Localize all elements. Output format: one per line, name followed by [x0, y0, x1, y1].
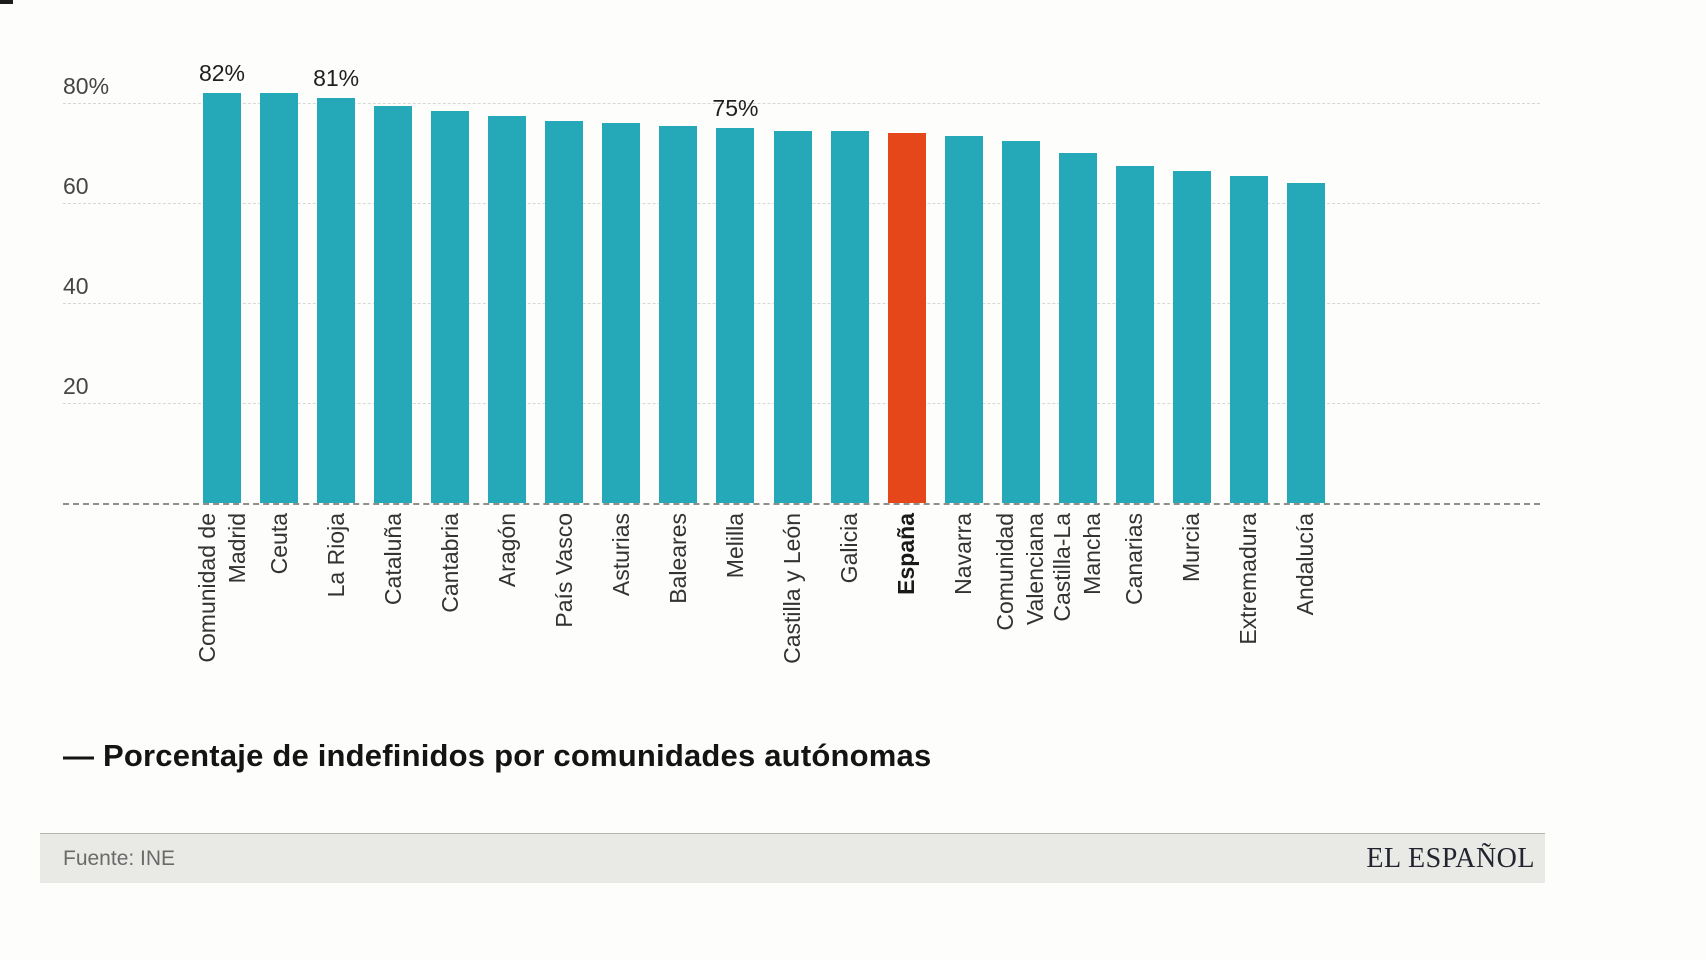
bar	[1286, 183, 1325, 503]
bar-value-label: 75%	[712, 95, 759, 121]
bar	[830, 130, 869, 503]
bar	[260, 93, 299, 503]
y-axis-tick-label: 40	[63, 273, 89, 299]
y-axis-tick-label: 80%	[63, 73, 110, 99]
bar	[545, 120, 584, 503]
x-axis-label: Andalucía	[1236, 513, 1376, 723]
corner-artifact	[0, 0, 13, 4]
bar	[488, 115, 527, 503]
bar	[944, 135, 983, 503]
footer-bar: Fuente: INE EL ESPAÑOL	[40, 833, 1545, 883]
brand-logo: EL ESPAÑOL	[1366, 842, 1535, 874]
bar	[374, 105, 413, 503]
bar	[431, 110, 470, 503]
bar-value-label: 81%	[313, 65, 360, 91]
x-axis-label-line: Andalucía	[1292, 513, 1319, 616]
x-axis-baseline	[63, 503, 1540, 505]
bar	[203, 93, 241, 503]
source-label: Fuente: INE	[63, 846, 176, 870]
bar	[659, 125, 698, 503]
y-axis-tick-label: 20	[63, 373, 89, 399]
bar	[1058, 153, 1097, 503]
chart-title: — Porcentaje de indefinidos por comunida…	[63, 738, 932, 773]
bar	[317, 98, 356, 503]
bar	[887, 133, 926, 503]
bar	[1115, 165, 1154, 503]
y-axis-tick-label: 60	[63, 173, 89, 199]
bar	[1172, 170, 1211, 503]
bar-value-label: 82%	[198, 60, 246, 86]
gridline	[63, 103, 1540, 104]
bar	[602, 123, 641, 503]
bar	[716, 128, 755, 503]
bar	[773, 130, 812, 503]
bar	[1001, 140, 1040, 503]
bar	[1229, 175, 1268, 503]
